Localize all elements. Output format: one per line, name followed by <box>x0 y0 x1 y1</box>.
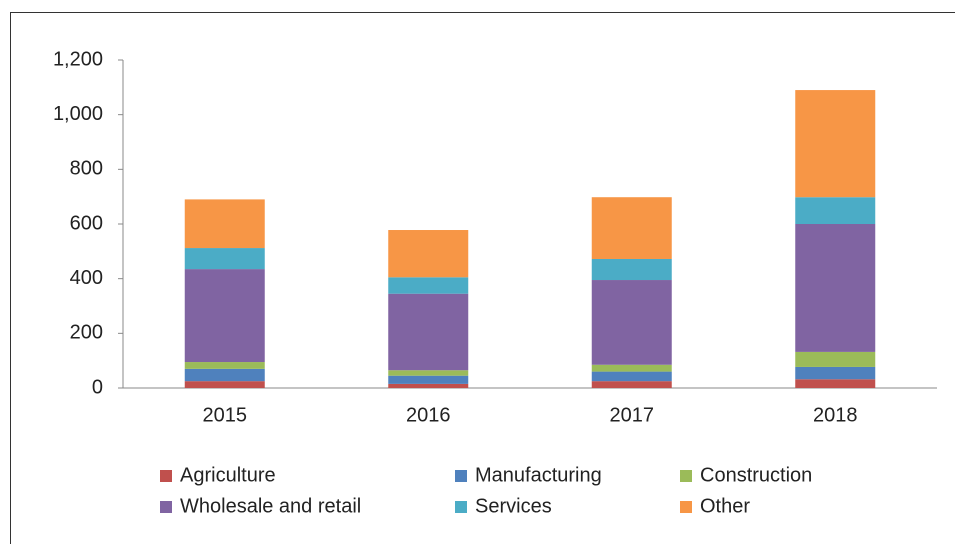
bar-segment <box>184 381 265 388</box>
legend-label: Services <box>475 495 552 517</box>
bar-segment <box>388 370 469 376</box>
legend-swatch <box>455 501 467 513</box>
y-tick-label: 200 <box>70 322 103 344</box>
y-tick-label: 600 <box>70 212 103 234</box>
bar-segment <box>388 375 469 384</box>
legend-label: Construction <box>700 464 812 486</box>
bar-segment <box>795 197 876 224</box>
y-tick-label: 1,000 <box>53 103 103 125</box>
legend-swatch <box>160 501 172 513</box>
bar-segment <box>184 362 265 369</box>
bar-segment <box>591 364 672 372</box>
bar-segment <box>795 224 876 352</box>
bar-segment <box>388 230 469 278</box>
bar-segment <box>184 269 265 363</box>
y-tick-label: 800 <box>70 158 103 180</box>
bar-segment <box>388 277 469 294</box>
legend-label: Manufacturing <box>475 464 602 486</box>
x-tick-label: 2018 <box>813 404 858 426</box>
legend-swatch <box>455 470 467 482</box>
y-tick-label: 0 <box>92 376 103 398</box>
legend-swatch <box>680 470 692 482</box>
legend-swatch <box>680 501 692 513</box>
bar-segment <box>795 366 876 380</box>
x-tick-label: 2017 <box>610 404 655 426</box>
bar-segment <box>184 368 265 382</box>
bar-segment <box>795 351 876 367</box>
legend-swatch <box>160 470 172 482</box>
bar-segment <box>591 371 672 382</box>
legend-label: Agriculture <box>180 464 276 486</box>
legend-label: Wholesale and retail <box>180 495 361 517</box>
x-tick-label: 2016 <box>406 404 451 426</box>
legend-label: Other <box>700 495 750 517</box>
y-tick-label: 1,200 <box>53 48 103 70</box>
bar-segment <box>184 248 265 270</box>
bar-segment <box>388 293 469 371</box>
bar-segment <box>795 379 876 388</box>
bar-segment <box>591 280 672 365</box>
bar-segment <box>591 197 672 259</box>
y-tick-label: 400 <box>70 267 103 289</box>
x-tick-label: 2015 <box>203 404 248 426</box>
bar-segment <box>591 381 672 388</box>
frame <box>10 12 955 544</box>
bar-segment <box>591 258 672 281</box>
bar-segment <box>795 90 876 198</box>
bar-segment <box>184 199 265 249</box>
bar-segment <box>388 383 469 388</box>
